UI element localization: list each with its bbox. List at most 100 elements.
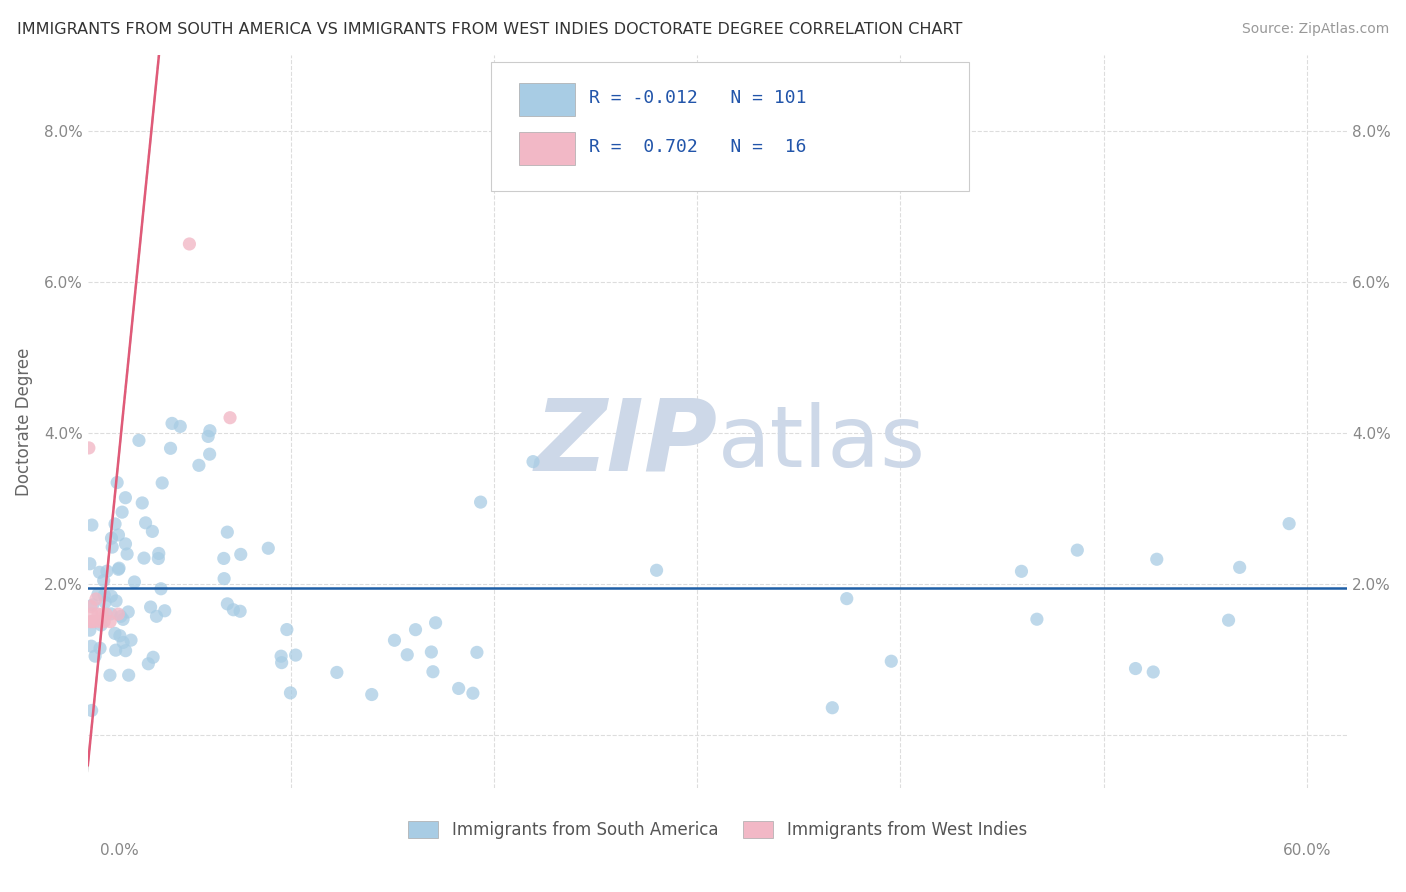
Text: atlas: atlas xyxy=(717,402,925,485)
Point xyxy=(276,623,298,637)
Point xyxy=(447,681,470,696)
Point xyxy=(82,598,104,612)
Point xyxy=(77,441,100,455)
Point xyxy=(150,475,173,490)
Point xyxy=(120,633,142,648)
Point xyxy=(138,657,160,671)
Point xyxy=(93,588,115,602)
Point xyxy=(90,618,112,632)
Point xyxy=(105,594,128,608)
Point xyxy=(80,518,103,533)
Point xyxy=(1278,516,1301,531)
Point xyxy=(87,607,110,621)
Point xyxy=(104,626,127,640)
Point xyxy=(139,600,162,615)
Point xyxy=(80,599,103,614)
Point xyxy=(197,429,219,443)
Bar xyxy=(519,132,575,165)
Point xyxy=(93,615,115,629)
Point xyxy=(1218,613,1240,627)
Point xyxy=(229,548,252,562)
Point xyxy=(80,639,103,653)
Point xyxy=(150,582,173,596)
Point xyxy=(1229,560,1251,574)
Point xyxy=(141,524,163,539)
Point xyxy=(461,686,484,700)
Point xyxy=(107,562,129,576)
Point xyxy=(89,566,111,580)
Point xyxy=(111,505,134,519)
Text: ZIP: ZIP xyxy=(534,395,717,492)
Point xyxy=(1125,661,1147,675)
FancyBboxPatch shape xyxy=(491,62,970,191)
Point xyxy=(100,531,122,545)
Text: R = -0.012   N = 101: R = -0.012 N = 101 xyxy=(589,88,807,107)
Point xyxy=(1066,543,1088,558)
Point xyxy=(160,417,183,431)
Point xyxy=(93,574,115,588)
Point xyxy=(270,649,292,664)
Point xyxy=(96,564,118,578)
Point xyxy=(153,604,176,618)
Point xyxy=(80,615,103,629)
Point xyxy=(1146,552,1168,566)
Point xyxy=(108,629,131,643)
Point xyxy=(91,607,114,621)
Point xyxy=(645,563,668,577)
Point xyxy=(425,615,447,630)
Point xyxy=(100,607,122,621)
Point xyxy=(169,419,191,434)
Point xyxy=(79,557,101,571)
Point xyxy=(104,643,127,657)
Point xyxy=(159,442,181,456)
Point xyxy=(212,551,235,566)
Text: 0.0%: 0.0% xyxy=(100,843,139,858)
Point xyxy=(420,645,443,659)
Point xyxy=(187,458,209,473)
Point xyxy=(198,447,221,461)
Point xyxy=(229,604,252,618)
Point xyxy=(1011,564,1033,578)
Point xyxy=(114,537,136,551)
Point xyxy=(80,703,103,717)
Point xyxy=(470,495,492,509)
Text: R =  0.702   N =  16: R = 0.702 N = 16 xyxy=(589,137,807,156)
Point xyxy=(257,541,280,556)
Point xyxy=(219,410,242,425)
Point xyxy=(124,574,146,589)
Point xyxy=(198,424,221,438)
Point xyxy=(405,623,427,637)
Point xyxy=(115,547,138,561)
Point xyxy=(326,665,349,680)
Point xyxy=(83,615,105,629)
Point xyxy=(360,688,382,702)
Point xyxy=(1142,665,1164,679)
Text: 60.0%: 60.0% xyxy=(1284,843,1331,858)
Point xyxy=(270,656,292,670)
Point xyxy=(880,654,903,668)
Point xyxy=(217,525,239,540)
Point xyxy=(79,615,101,629)
Point xyxy=(79,623,101,637)
Point xyxy=(98,668,121,682)
Point xyxy=(84,592,107,607)
Point xyxy=(284,648,307,662)
Point xyxy=(217,597,239,611)
Point xyxy=(212,572,235,586)
Text: IMMIGRANTS FROM SOUTH AMERICA VS IMMIGRANTS FROM WEST INDIES DOCTORATE DEGREE CO: IMMIGRANTS FROM SOUTH AMERICA VS IMMIGRA… xyxy=(17,22,962,37)
Point xyxy=(128,434,150,448)
Point xyxy=(89,615,111,629)
Point xyxy=(98,615,121,629)
Bar xyxy=(519,83,575,116)
Point xyxy=(142,650,165,665)
Point xyxy=(422,665,444,679)
Point xyxy=(465,645,488,659)
Point xyxy=(280,686,302,700)
Point xyxy=(522,455,544,469)
Point xyxy=(396,648,419,662)
Point xyxy=(108,561,131,575)
Point xyxy=(132,551,155,566)
Point xyxy=(100,589,122,603)
Point xyxy=(87,587,110,601)
Point xyxy=(114,643,136,657)
